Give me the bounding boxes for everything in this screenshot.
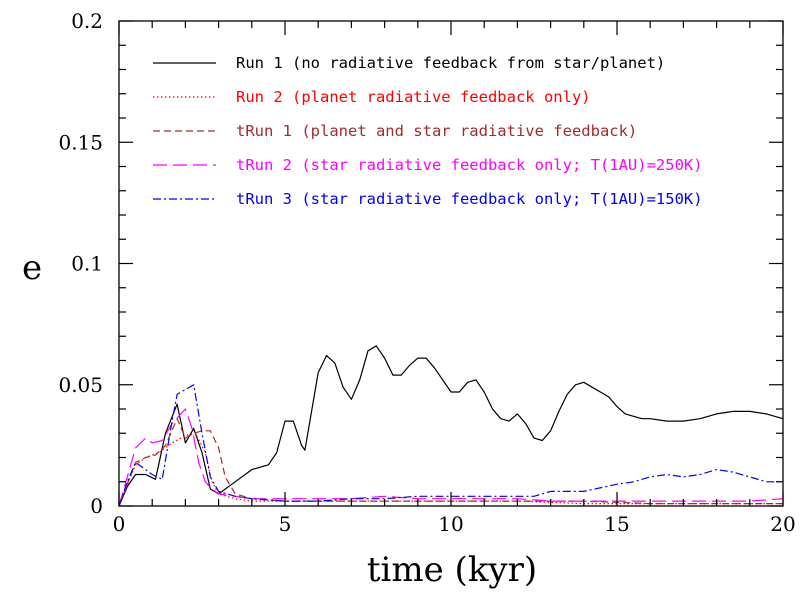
- x-tick-label: 5: [279, 512, 292, 536]
- y-tick-label: 0.05: [58, 373, 103, 397]
- y-tick-label: 0: [90, 494, 103, 518]
- x-tick-label: 15: [604, 512, 629, 536]
- y-tick-label: 0.1: [71, 252, 103, 276]
- series-line-3: [118, 418, 783, 507]
- series-layer: [118, 345, 784, 507]
- y-tick-label: 0.15: [58, 130, 103, 154]
- x-tick-label: 0: [113, 512, 126, 536]
- x-tick-label: 20: [770, 512, 795, 536]
- x-axis-title: time (kyr): [367, 550, 537, 590]
- legend-label-4: tRun 2 (star radiative feedback only; T(…: [236, 156, 703, 174]
- ticks-layer: 0 5 10 15 20 0 0.05 0.1 0.15 0.2: [58, 9, 795, 536]
- series-line-1: [118, 345, 784, 507]
- x-tick-label: 10: [438, 512, 463, 536]
- legend-label-1: Run 1 (no radiative feedback from star/p…: [236, 54, 665, 72]
- legend: Run 1 (no radiative feedback from star/p…: [153, 54, 703, 208]
- series-line-5: [118, 384, 783, 507]
- y-tick-label: 0.2: [71, 9, 103, 33]
- legend-label-2: Run 2 (planet radiative feedback only): [236, 88, 591, 106]
- y-axis-title: e: [22, 248, 42, 288]
- legend-label-5: tRun 3 (star radiative feedback only; T(…: [236, 190, 703, 208]
- legend-label-3: tRun 1 (planet and star radiative feedba…: [236, 122, 637, 140]
